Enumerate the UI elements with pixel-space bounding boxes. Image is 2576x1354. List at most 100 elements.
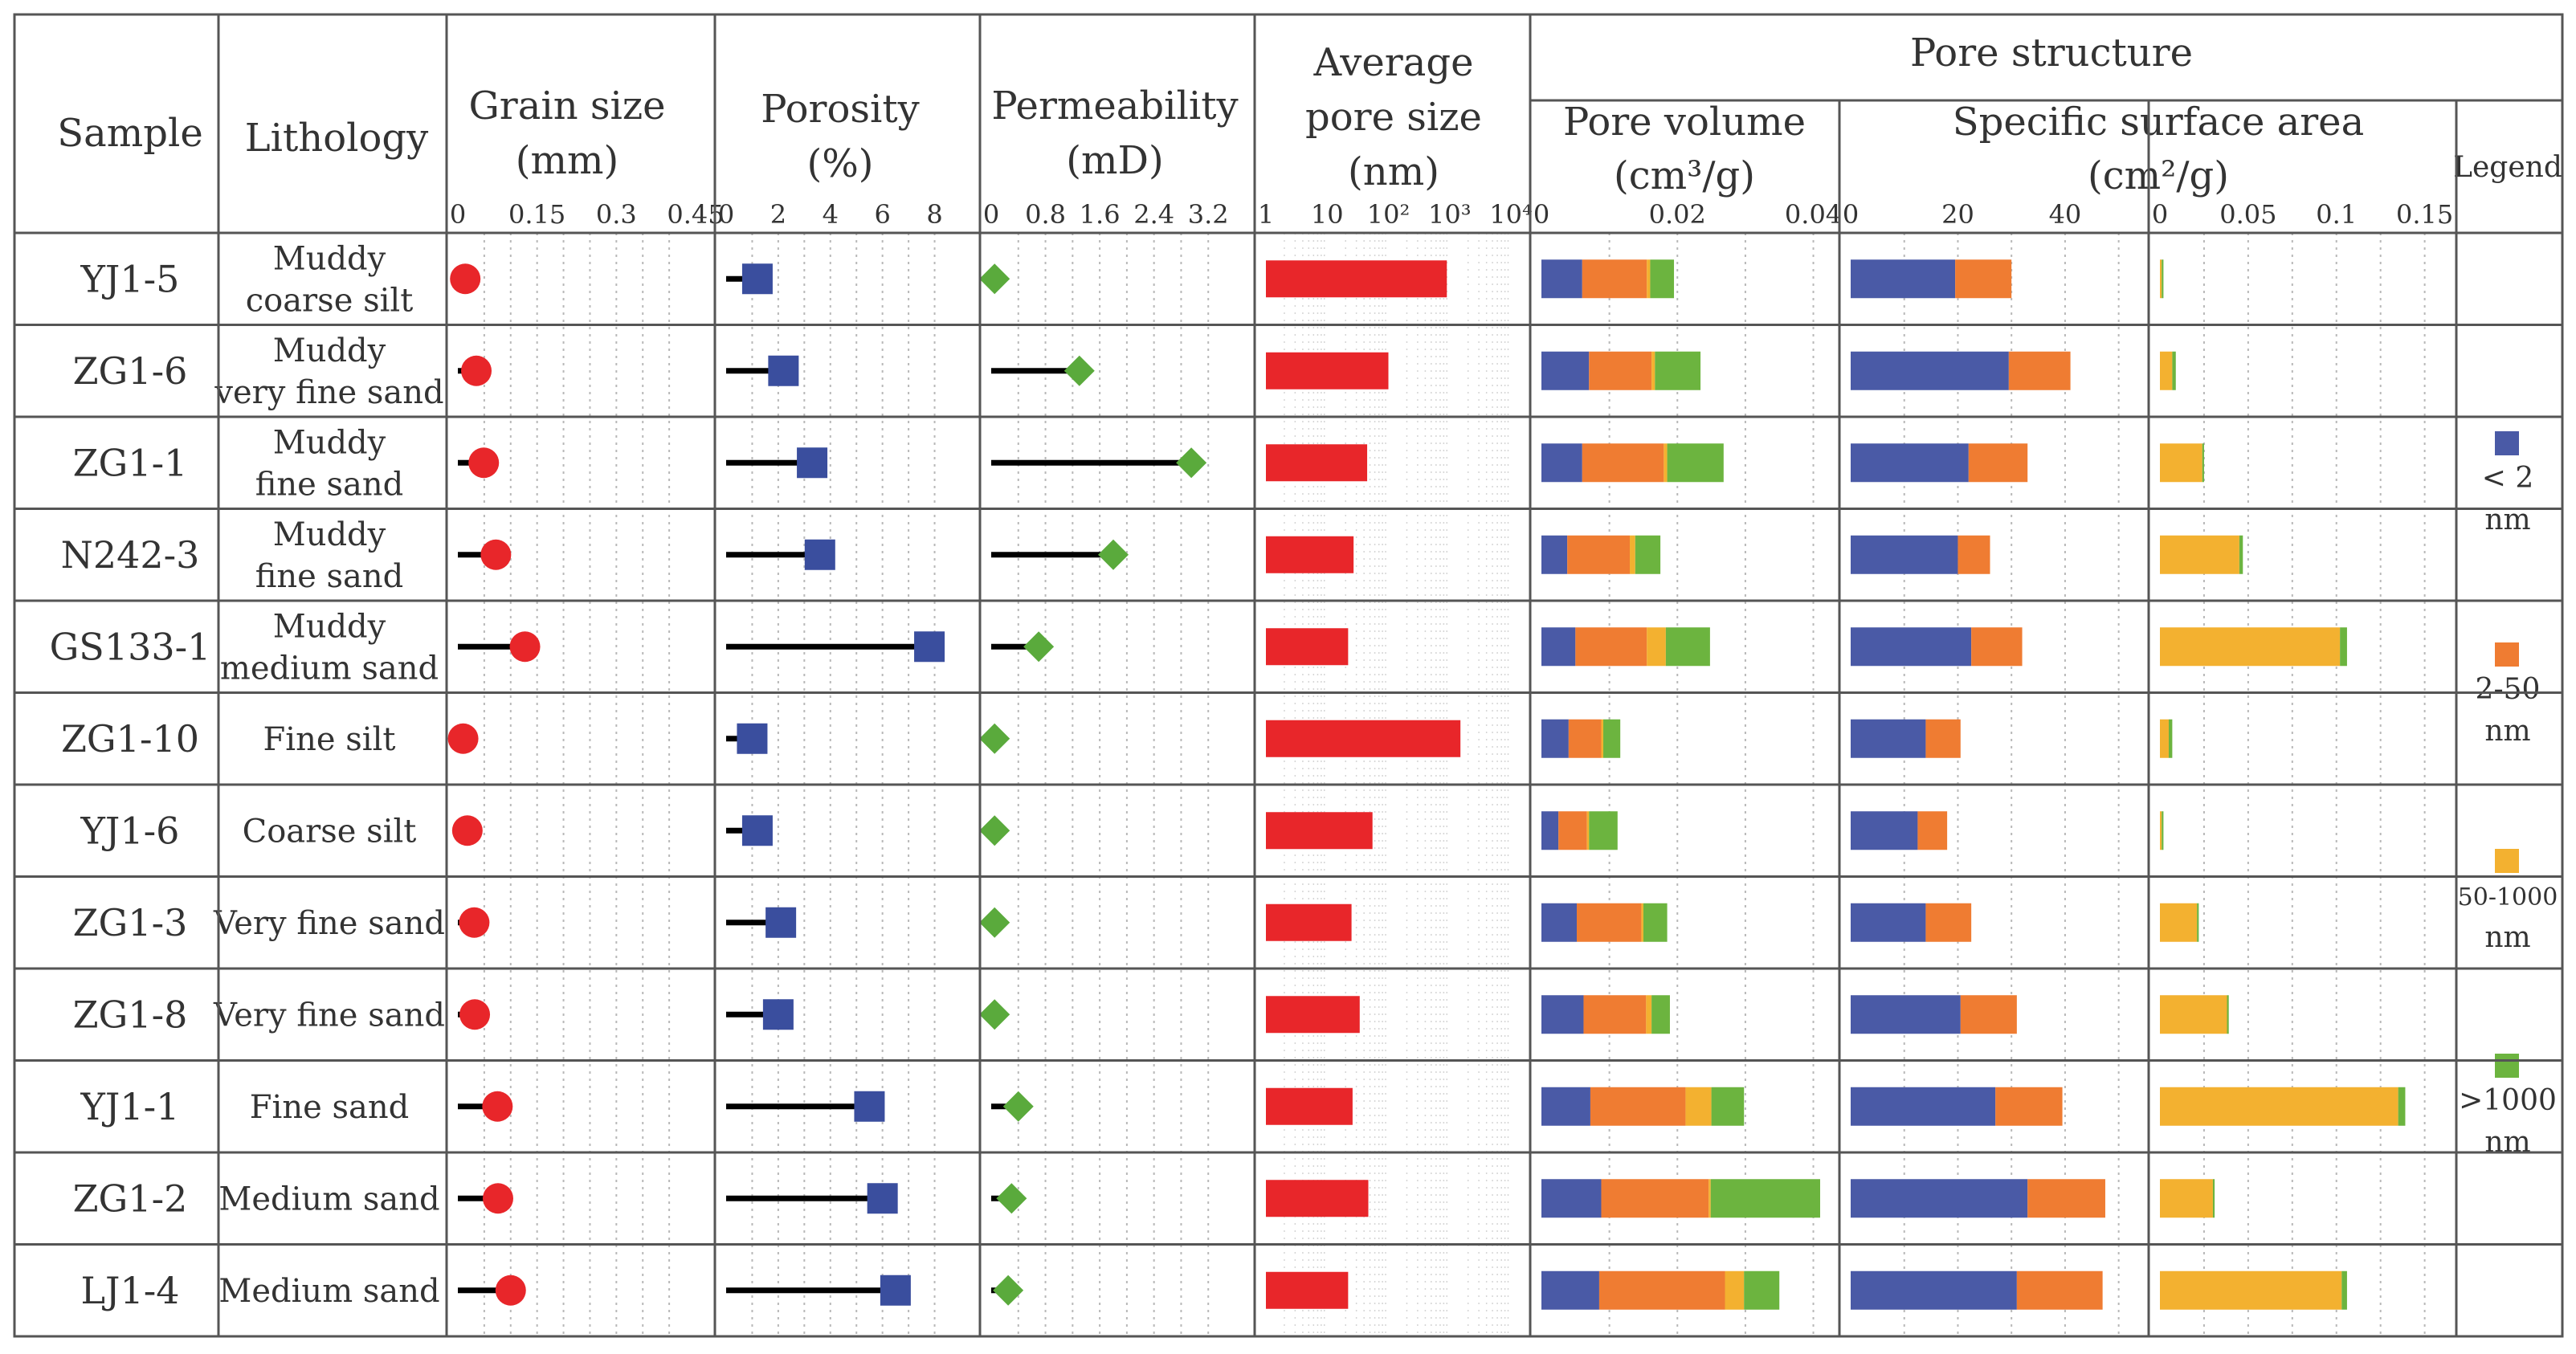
pore-volume-segment-2-50	[1558, 811, 1587, 850]
porosity-tick-label: 0	[718, 199, 734, 230]
pore-volume-segment-2-50	[1583, 995, 1647, 1034]
sw-segment-50-1000	[2160, 903, 2198, 942]
row-lithology-label: Fine sand	[250, 1089, 409, 1126]
legend-label-lt2: < 2	[2482, 462, 2534, 495]
ssa-segment-lt2	[1851, 443, 1969, 483]
porosity-marker	[797, 447, 828, 479]
pore-volume-segment-50-1000	[1586, 811, 1590, 850]
porosity-marker	[854, 1091, 885, 1122]
row-sample-label: GS133-1	[50, 625, 211, 668]
pore-volume-segment-lt2	[1541, 535, 1568, 574]
pore-volume-segment-2-50	[1568, 719, 1602, 758]
legend-label-2-50: 2-50	[2476, 673, 2541, 706]
grain-size-marker	[447, 723, 479, 754]
sw-segment-gt1000	[2398, 1087, 2406, 1126]
permeability-tick-label: 3.2	[1188, 199, 1229, 230]
ssa-segment-lt2	[1851, 259, 1956, 299]
porosity-tick-label: 6	[874, 199, 890, 230]
pore-volume-segment-gt1000	[1635, 535, 1661, 574]
permeability-marker	[1002, 1091, 1034, 1122]
header-lithology: Lithology	[245, 116, 428, 161]
pore-volume-segment-lt2	[1541, 903, 1578, 942]
ssa-segment-lt2	[1851, 1270, 2017, 1310]
permeability-tick-label: 0	[983, 199, 999, 230]
avg-pore-size-bar	[1266, 260, 1447, 298]
ssa-segment-lt2	[1851, 351, 2009, 390]
row-sample-label: ZG1-3	[73, 901, 188, 944]
header-sample: Sample	[57, 111, 203, 156]
grain-size-tick-label: 0.15	[508, 199, 565, 230]
pore-volume-segment-gt1000	[1589, 811, 1618, 850]
row-sample-label: ZG1-6	[73, 349, 188, 393]
pore-volume-segment-50-1000	[1651, 351, 1655, 390]
sw-segment-50-1000	[2160, 995, 2227, 1034]
row-lithology-label: Very fine sand	[213, 997, 445, 1034]
header-pore-structure: Pore structure	[1910, 31, 2193, 75]
avg-pore-size-bar	[1266, 812, 1373, 850]
avg-pore-size-bar	[1266, 1087, 1353, 1125]
porosity-marker	[762, 999, 794, 1030]
avg-pore-size-bar	[1266, 536, 1354, 573]
pore-volume-segment-2-50	[1589, 351, 1652, 390]
permeability-marker	[979, 263, 1010, 295]
row-sample-label: ZG1-1	[73, 441, 188, 484]
row-lithology-label: Coarse silt	[243, 813, 417, 850]
avg-pore-tick-label: 1	[1258, 199, 1274, 230]
row-lithology-label: Fine silt	[263, 721, 396, 758]
porosity-marker	[880, 1274, 911, 1306]
pore-volume-segment-gt1000	[1603, 719, 1621, 758]
pore-volume-segment-lt2	[1541, 351, 1590, 390]
pore-volume-segment-lt2	[1541, 627, 1576, 667]
legend-swatch-lt2	[2495, 431, 2519, 455]
avg-pore-size-bar	[1266, 903, 1352, 941]
avg-pore-tick-label: 10	[1311, 199, 1344, 230]
sw-segment-50-1000	[2160, 259, 2162, 299]
grain-size-tick-label: 0	[450, 199, 466, 230]
header-permeability-line2: (mD)	[1066, 138, 1163, 183]
pore-volume-segment-gt1000	[1655, 351, 1701, 390]
porosity-marker	[765, 907, 797, 938]
sw-segment-gt1000	[2197, 903, 2199, 942]
header-legend: Legend	[2453, 151, 2562, 184]
ssa-segment-lt2	[1851, 1087, 1996, 1126]
permeability-marker	[993, 1274, 1024, 1306]
pore-volume-segment-lt2	[1541, 1270, 1599, 1310]
permeability-marker	[979, 999, 1010, 1030]
row-lithology-label: Muddy	[273, 516, 386, 553]
grain-size-marker	[480, 539, 512, 570]
header-avg-pore-line2: pore size	[1305, 95, 1482, 140]
ssa-segment-lt2	[1851, 903, 1926, 942]
sw-tick-label: 0.1	[2316, 199, 2357, 230]
avg-pore-tick-label: 10³	[1428, 199, 1472, 230]
pore-volume-tick-label: 0.02	[1649, 199, 1706, 230]
pore-volume-segment-gt1000	[1643, 903, 1668, 942]
pore-volume-segment-2-50	[1582, 443, 1664, 483]
permeability-marker	[979, 815, 1010, 846]
legend-label-50-1000: 50-1000	[2458, 883, 2558, 912]
grain-size-marker	[451, 815, 483, 846]
porosity-marker	[737, 723, 768, 754]
permeability-marker	[979, 907, 1010, 938]
header-avg-pore-line3: (nm)	[1348, 149, 1439, 194]
ssa-segment-2-50	[2016, 1270, 2103, 1310]
row-lithology-label: Muddy	[273, 240, 386, 277]
permeability-marker	[996, 1183, 1027, 1214]
ssa-segment-2-50	[1995, 1087, 2063, 1126]
avg-pore-size-bar	[1266, 996, 1360, 1034]
pore-volume-segment-gt1000	[1710, 1179, 1820, 1218]
legend-swatch-gt1000	[2495, 1054, 2519, 1078]
row-lithology-label: fine sand	[255, 466, 404, 503]
row-lithology-label: fine sand	[255, 558, 404, 595]
pore-volume-segment-50-1000	[1647, 627, 1666, 667]
legend-label-2-50: nm	[2484, 715, 2530, 748]
sw-segment-50-1000	[2160, 1179, 2213, 1218]
row-sample-label: ZG1-8	[73, 993, 188, 1036]
ssa-segment-2-50	[2008, 351, 2071, 390]
header-pore-volume-line1: Pore volume	[1563, 100, 1806, 145]
porosity-tick-label: 8	[926, 199, 942, 230]
row-sample-label: N242-3	[61, 533, 200, 577]
sw-segment-50-1000	[2160, 443, 2202, 483]
pore-volume-segment-gt1000	[1667, 443, 1724, 483]
pore-volume-segment-50-1000	[1601, 719, 1604, 758]
